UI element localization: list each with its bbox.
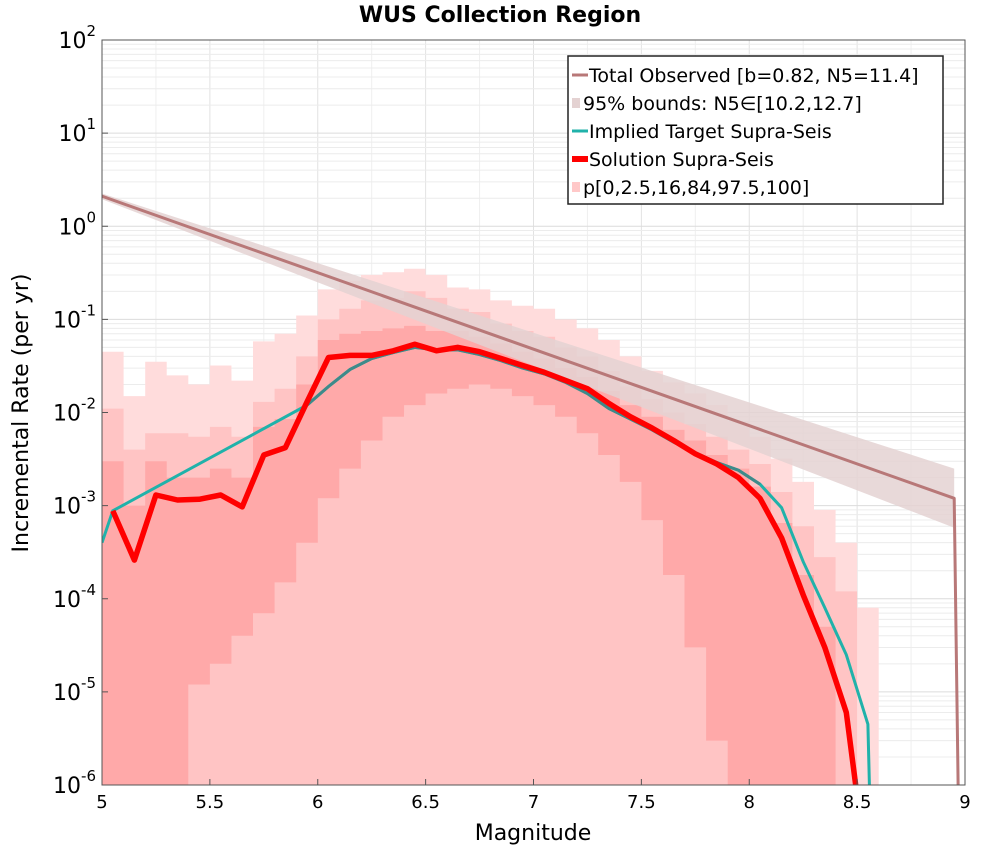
y-tick-label: 10-1 [53,301,96,333]
y-tick-base: 10 [58,122,86,147]
y-tick-label: 102 [58,22,96,54]
lines [102,194,960,785]
y-tick-exponent: -4 [81,581,96,599]
y-tick-base: 10 [53,308,81,333]
y-tick-exponent: 1 [86,115,96,133]
y-tick-base: 10 [53,681,81,706]
y-tick-base: 10 [53,495,81,520]
legend: Total Observed [b=0.82, N5=11.4] 95% boun… [567,55,944,205]
chart-title: WUS Collection Region [359,3,641,28]
x-tick-label: 8 [744,792,755,813]
y-tick-label: 10-6 [53,767,96,799]
y-tick-exponent: 2 [86,22,96,40]
x-tick-label: 9 [959,792,970,813]
solution-line [110,341,859,785]
y-tick-label: 101 [58,115,96,147]
y-tick-base: 10 [53,774,81,799]
x-tick-label: 6 [312,792,323,813]
total-observed-line [102,194,960,785]
y-tick-label: 10-3 [53,488,96,520]
y-tick-exponent: -6 [81,767,96,785]
x-tick-label: 6.5 [411,792,440,813]
y-tick-base: 10 [58,29,86,54]
y-tick-base: 10 [53,402,81,427]
legend-label: p[0,2.5,16,84,97.5,100] [583,177,809,199]
y-tick-exponent: -5 [81,674,96,692]
y-tick-label: 10-2 [53,395,96,427]
legend-label: Total Observed [b=0.82, N5=11.4] [588,65,919,87]
x-axis-label: Magnitude [475,821,592,846]
y-tick-label: 10-5 [53,674,96,706]
legend-label: 95% bounds: N5∈[10.2,12.7] [583,93,862,115]
y-tick-base: 10 [58,215,86,240]
x-tick-label: 5 [96,792,107,813]
x-tick-label: 7 [528,792,539,813]
x-tick-label: 7.5 [627,792,656,813]
y-tick-exponent: 0 [86,208,96,226]
y-tick-base: 10 [53,588,81,613]
legend-label: Implied Target Supra-Seis [589,121,832,143]
x-tick-label: 8.5 [843,792,872,813]
y-axis-label: Incremental Rate (per yr) [9,274,34,553]
legend-swatch-band [572,98,580,108]
x-axis-ticks: 5 5.5 6 6.5 7 7.5 8 8.5 9 [96,779,971,813]
legend-swatch-band [572,182,580,192]
percentile-band-inner [102,325,836,785]
y-tick-exponent: -3 [81,488,96,506]
legend-box [567,55,944,205]
bands [102,193,955,785]
legend-label: Solution Supra-Seis [589,149,774,171]
y-tick-label: 100 [58,208,96,240]
y-tick-exponent: -1 [81,301,96,319]
total-observed-bounds-band [102,193,955,528]
x-tick-label: 5.5 [196,792,225,813]
y-tick-label: 10-4 [53,581,96,613]
y-tick-exponent: -2 [81,395,96,413]
